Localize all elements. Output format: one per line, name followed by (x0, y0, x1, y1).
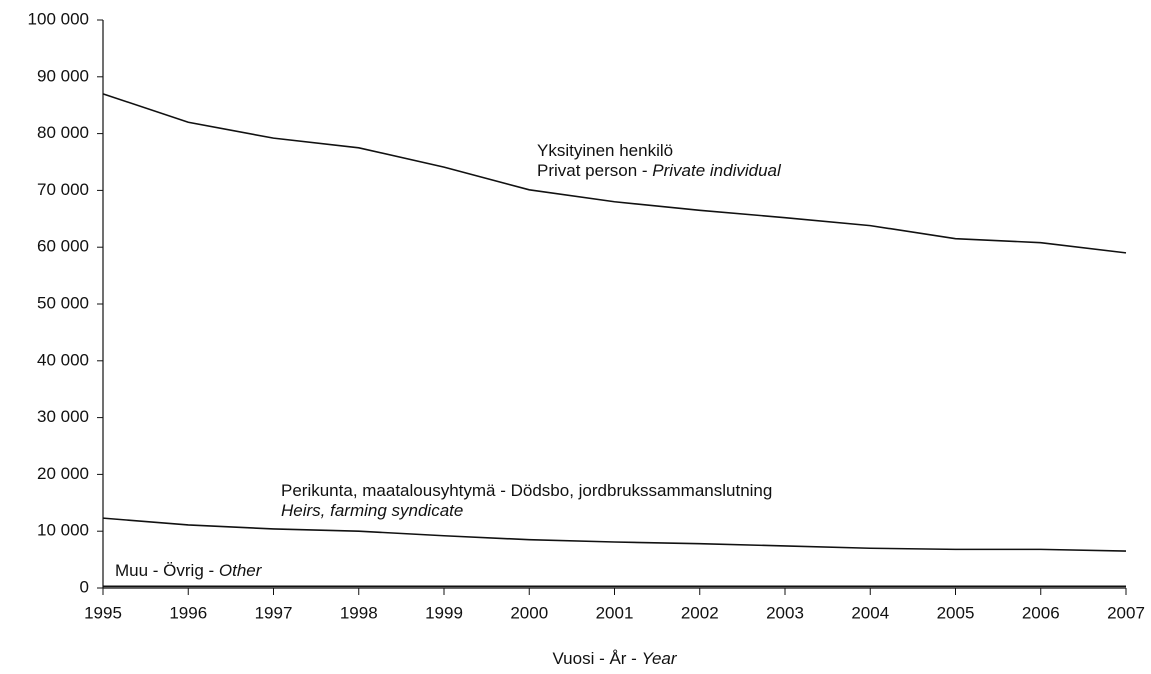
x-tick-label: 2001 (596, 603, 634, 622)
y-tick-label: 40 000 (37, 350, 89, 369)
x-axis-title: Vuosi - År - Year (552, 649, 677, 668)
y-tick-label: 100 000 (28, 9, 89, 28)
x-tick-label: 2000 (510, 603, 548, 622)
series-label: Muu - Övrig - Other (115, 561, 263, 580)
x-tick-label: 1995 (84, 603, 122, 622)
series-label: Privat person - Private individual (537, 161, 782, 180)
y-tick-label: 70 000 (37, 180, 89, 199)
series-label-part: Yksityinen henkilö (537, 141, 673, 160)
series-label-part: Privat person - (537, 161, 652, 180)
x-tick-label: 2005 (937, 603, 975, 622)
x-tick-label: 2004 (851, 603, 889, 622)
series-label-part: Heirs, farming syndicate (281, 501, 463, 520)
series-label-part: Private individual (652, 161, 782, 180)
series-label: Heirs, farming syndicate (281, 501, 463, 520)
x-axis-title-part: Vuosi - År - (552, 649, 641, 668)
x-tick-label: 1999 (425, 603, 463, 622)
series-label-part: Other (219, 561, 263, 580)
y-tick-label: 20 000 (37, 464, 89, 483)
x-tick-label: 1998 (340, 603, 378, 622)
series-label-part: Muu - Övrig - (115, 561, 219, 580)
series-label: Perikunta, maatalousyhtymä - Dödsbo, jor… (281, 481, 772, 500)
y-tick-label: 60 000 (37, 237, 89, 256)
x-tick-label: 2002 (681, 603, 719, 622)
y-tick-label: 0 (80, 577, 89, 596)
series-label-part: Perikunta, maatalousyhtymä - Dödsbo, jor… (281, 481, 772, 500)
y-tick-label: 30 000 (37, 407, 89, 426)
x-tick-label: 1996 (169, 603, 207, 622)
x-axis-title-part: Year (642, 649, 678, 668)
series-label: Yksityinen henkilö (537, 141, 673, 160)
y-tick-label: 90 000 (37, 66, 89, 85)
x-tick-label: 2006 (1022, 603, 1060, 622)
y-tick-label: 10 000 (37, 521, 89, 540)
series-line (102, 93, 1127, 254)
y-tick-label: 80 000 (37, 123, 89, 142)
series-line (102, 517, 1127, 552)
x-tick-label: 1997 (255, 603, 293, 622)
x-tick-label: 2003 (766, 603, 804, 622)
x-tick-label: 2007 (1107, 603, 1145, 622)
y-tick-label: 50 000 (37, 293, 89, 312)
